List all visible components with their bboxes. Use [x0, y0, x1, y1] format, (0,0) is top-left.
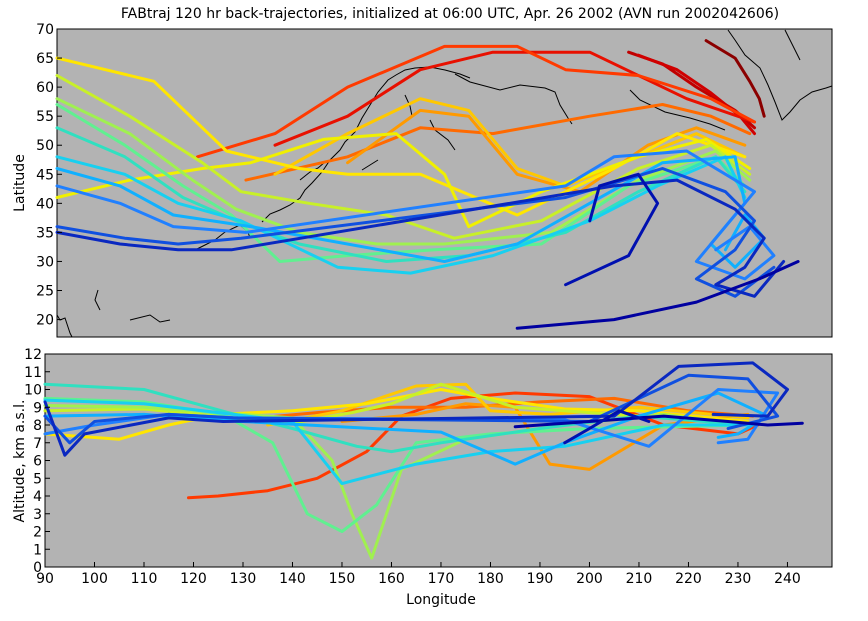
map-y-tick-label: 50	[36, 138, 54, 154]
map-y-tick-label: 60	[36, 80, 54, 96]
map-trajectory-line-4	[196, 44, 756, 159]
map-trajectory-line-17	[55, 167, 776, 298]
altitude-y-tick-label: 3	[33, 507, 42, 523]
altitude-x-tick-label: 140	[279, 571, 306, 587]
map-y-ticks: 20 25 30 35 40 45 50 55 60 65 70	[36, 22, 62, 329]
altitude-x-tick-label: 180	[477, 571, 504, 587]
altitude-y-tick-label: 4	[33, 489, 42, 505]
map-y-tick-label: 20	[36, 313, 54, 329]
altitude-trajectory-line-4	[43, 388, 750, 441]
map-trajectory-line-6	[346, 108, 747, 194]
altitude-y-axis-label: Altitude, km a.s.l.	[12, 400, 28, 523]
map-y-tick-label: 40	[36, 196, 54, 212]
map-trajectory-line-1	[636, 53, 756, 136]
map-trajectory-line-7	[273, 97, 747, 188]
map-y-tick-label: 65	[36, 51, 54, 67]
altitude-y-tick-label: 1	[33, 542, 42, 558]
map-panel: 20 25 30 35 40 45 50 55 60 65 70 Latitude	[12, 22, 833, 338]
map-trajectory-line-20	[564, 172, 660, 287]
altitude-x-ticks: 90 100 110 120 130 140 150 160 170 180 190 200 210 22…	[36, 562, 801, 587]
map-y-axis-label: Latitude	[12, 154, 28, 212]
altitude-trajectories	[43, 361, 804, 560]
altitude-trajectory-line-15	[563, 409, 651, 445]
altitude-y-tick-label: 5	[33, 471, 42, 487]
altitude-y-tick-label: 12	[24, 347, 42, 363]
map-y-tick-label: 45	[36, 167, 54, 183]
altitude-x-tick-label: 160	[378, 571, 405, 587]
altitude-x-tick-label: 230	[725, 571, 752, 587]
altitude-x-tick-label: 150	[329, 571, 356, 587]
altitude-x-tick-label: 210	[626, 571, 653, 587]
map-y-tick-label: 55	[36, 109, 54, 125]
altitude-y-tick-label: 9	[33, 400, 42, 416]
altitude-y-tick-label: 11	[24, 365, 42, 381]
altitude-x-tick-label: 100	[81, 571, 108, 587]
altitude-x-tick-label: 170	[428, 571, 455, 587]
altitude-y-tick-label: 0	[33, 560, 42, 576]
map-trajectory-line-3	[273, 50, 756, 147]
altitude-x-tick-label: 220	[675, 571, 702, 587]
altitude-x-tick-label: 90	[36, 571, 54, 587]
altitude-x-tick-label: 110	[131, 571, 158, 587]
figure-title: FABtraj 120 hr back-trajectories, initia…	[121, 6, 779, 22]
altitude-y-tick-label: 2	[33, 525, 42, 541]
altitude-trajectory-line-13	[43, 361, 789, 457]
map-trajectories	[55, 39, 800, 330]
coastline-america	[454, 29, 833, 131]
map-trajectory-line-16	[55, 149, 776, 281]
altitude-trajectory-line-5	[43, 382, 750, 425]
map-trajectory-line-12	[55, 103, 747, 263]
altitude-trajectory-line-14	[513, 414, 804, 429]
map-y-tick-label: 25	[36, 284, 54, 300]
altitude-x-tick-label: 130	[230, 571, 257, 587]
altitude-y-tick-label: 7	[33, 436, 42, 452]
altitude-y-tick-label: 6	[33, 454, 42, 470]
map-trajectory-line-5	[244, 103, 752, 182]
map-trajectory-line-10	[55, 74, 752, 240]
map-trajectory-line-18	[55, 178, 786, 298]
altitude-y-tick-label: 10	[24, 383, 42, 399]
map-y-tick-label: 35	[36, 225, 54, 241]
altitude-x-axis-label: Longitude	[406, 592, 476, 608]
map-y-tick-label: 70	[36, 22, 54, 38]
map-y-tick-label: 30	[36, 254, 54, 270]
map-trajectory-line-2	[704, 39, 766, 118]
altitude-y-tick-label: 8	[33, 418, 42, 434]
altitude-x-tick-label: 200	[576, 571, 603, 587]
altitude-trajectory-line-2	[340, 402, 750, 471]
altitude-x-tick-label: 190	[527, 571, 554, 587]
map-trajectory-line-8	[55, 56, 747, 217]
map-trajectory-line-19	[515, 260, 800, 330]
altitude-x-tick-label: 240	[774, 571, 801, 587]
map-trajectory-line-15	[55, 155, 766, 269]
altitude-x-tick-label: 120	[180, 571, 207, 587]
